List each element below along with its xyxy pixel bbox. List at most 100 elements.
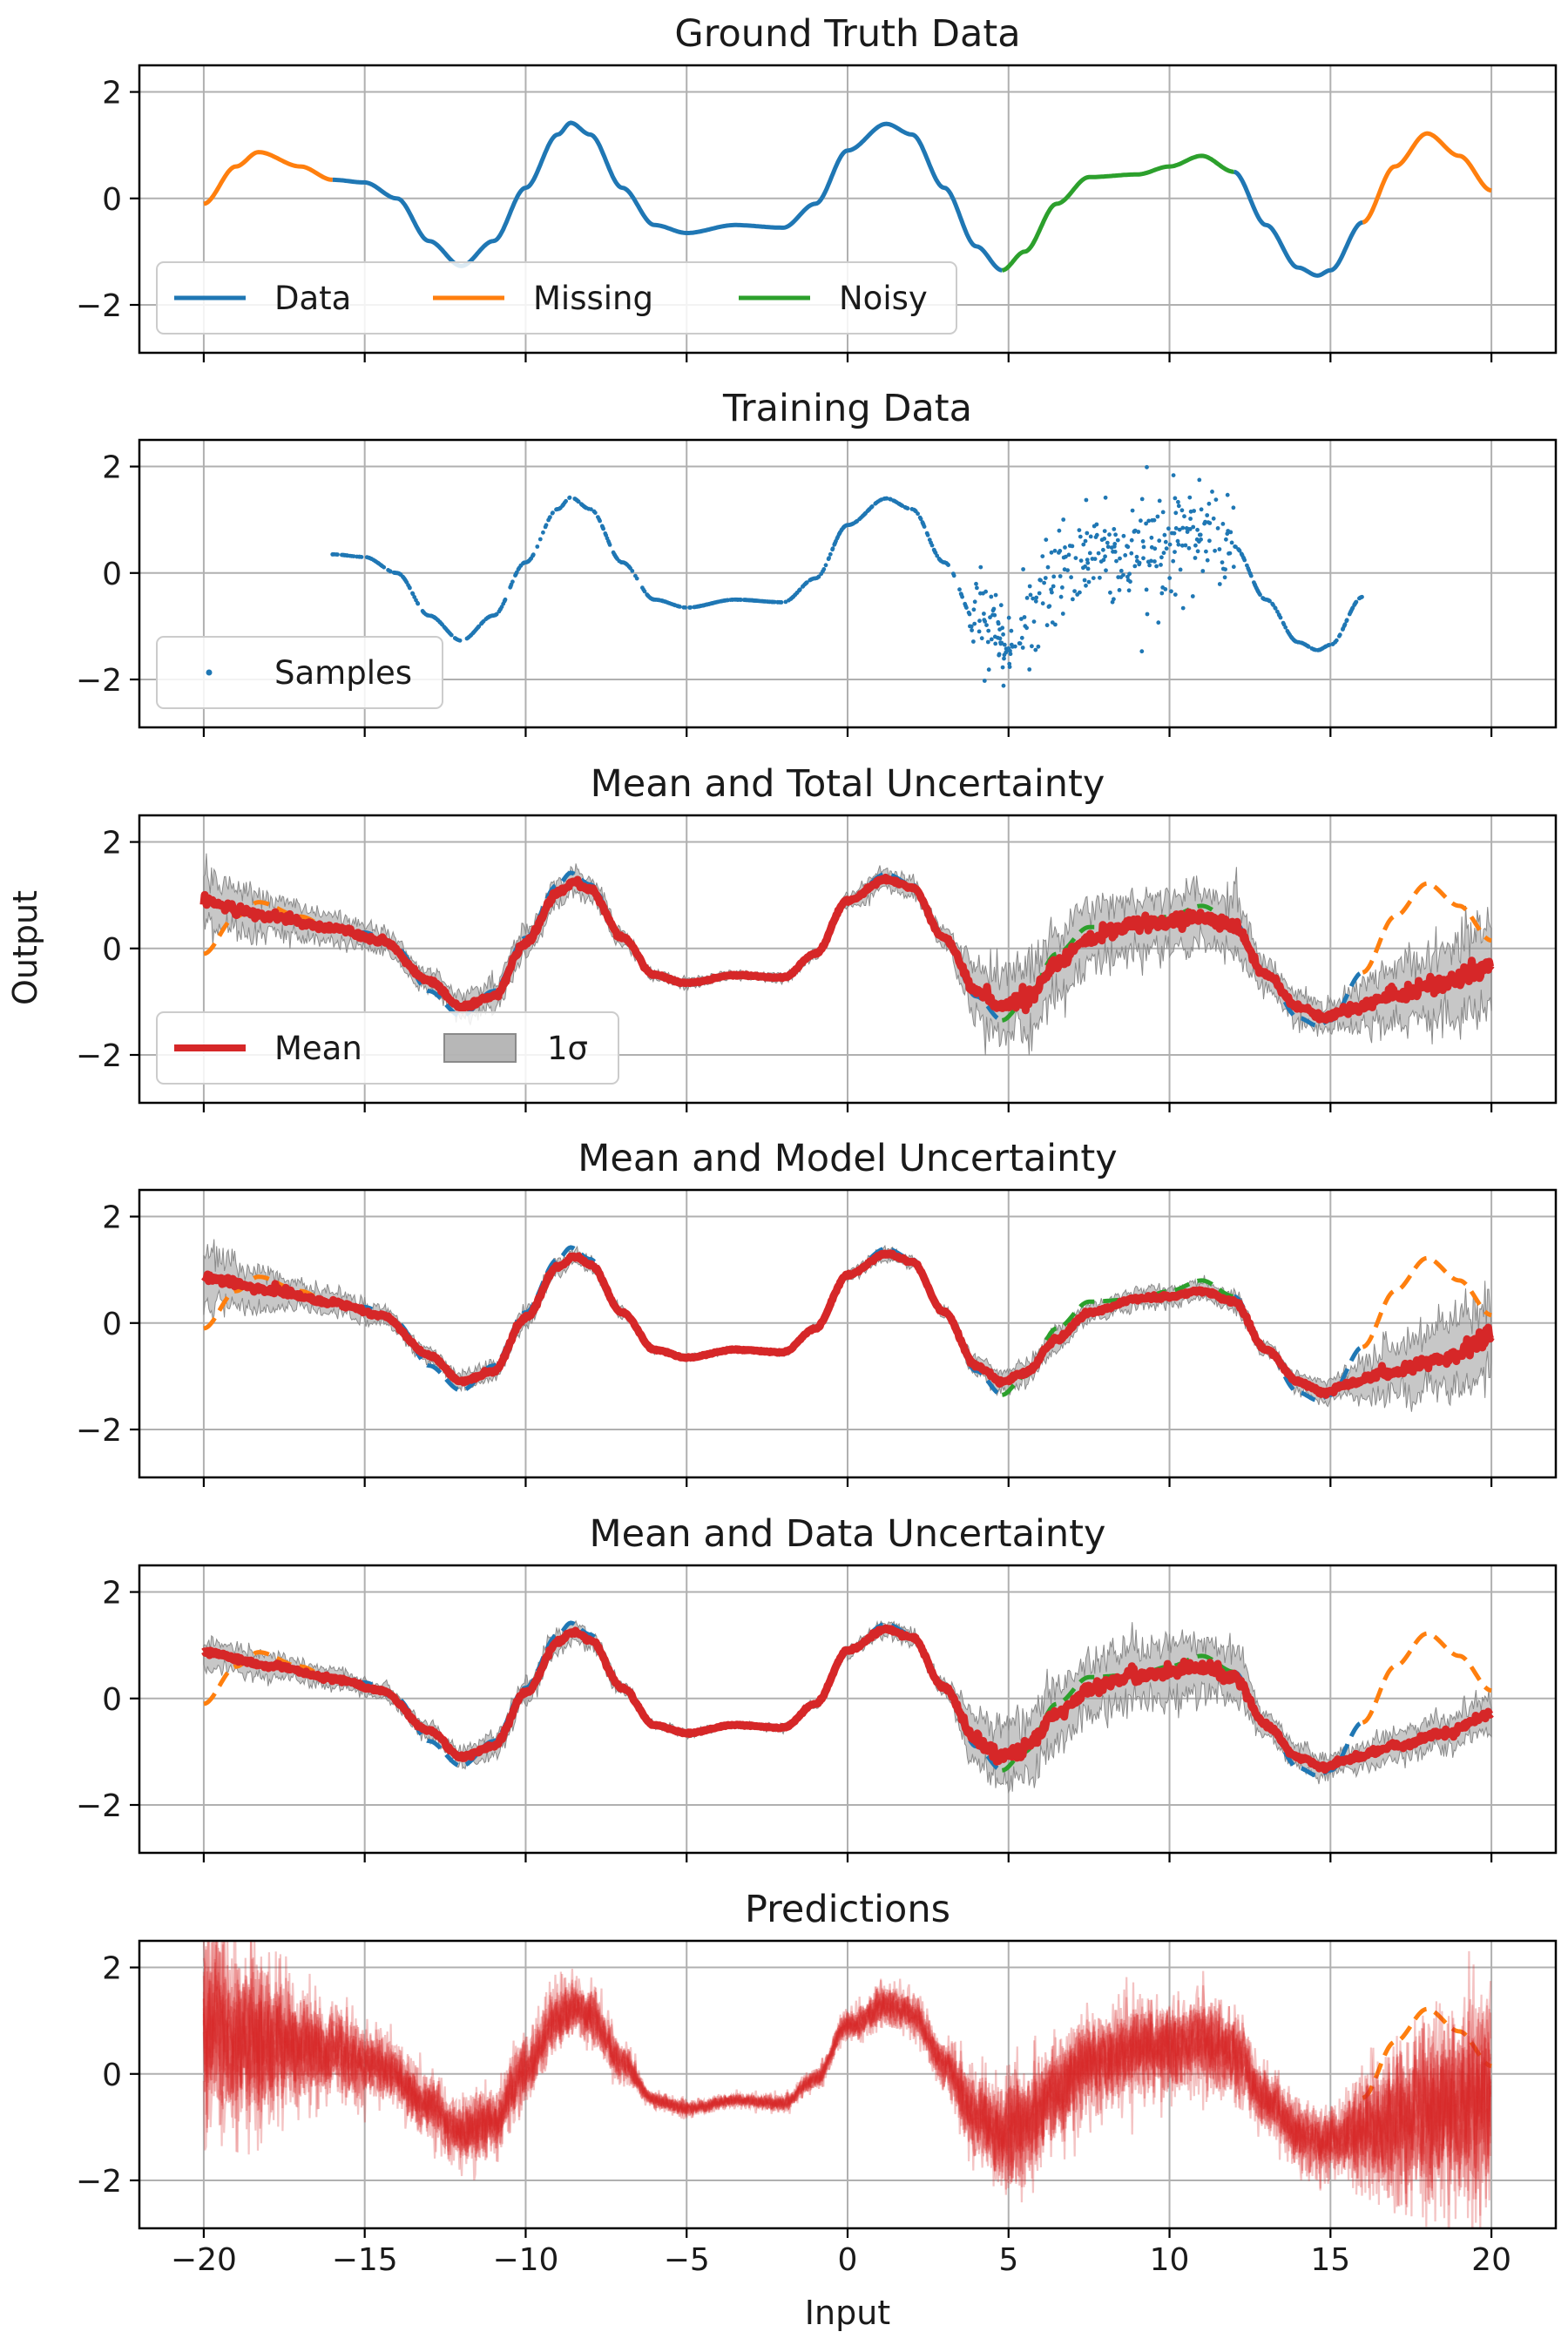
sample-point <box>503 597 508 602</box>
sample-point <box>1159 555 1164 560</box>
sample-point <box>1231 505 1236 510</box>
sample-point <box>1344 618 1349 623</box>
sample-point <box>1052 548 1058 553</box>
sample-point <box>1141 544 1146 550</box>
sample-point <box>1112 597 1116 602</box>
sample-point <box>1112 550 1118 554</box>
sample-point <box>957 587 962 592</box>
sample-point <box>1028 592 1033 598</box>
sample-point <box>977 629 982 634</box>
sample-point <box>1007 665 1012 669</box>
sample-point <box>359 555 364 559</box>
panel-3: −2 0 2 Mean and Total Uncertainty Mean 1σ <box>76 762 1558 1112</box>
sample-point <box>1162 532 1167 537</box>
sample-point <box>576 499 581 504</box>
sample-point <box>1145 612 1150 617</box>
sample-point <box>1146 518 1152 524</box>
sample-point <box>1223 567 1227 571</box>
sample-point <box>1038 578 1043 583</box>
sample-point <box>1101 547 1105 552</box>
sample-point <box>1070 544 1075 549</box>
sample-point <box>1139 518 1143 524</box>
sample-point <box>828 551 833 557</box>
y-tick-label: −2 <box>76 1038 122 1074</box>
sample-point <box>1342 622 1348 627</box>
sample-point <box>1104 568 1108 573</box>
sample-point <box>1072 589 1077 593</box>
sample-point <box>1030 644 1034 649</box>
sample-point <box>1081 542 1086 547</box>
sample-point <box>1085 566 1091 571</box>
sample-point <box>1044 537 1049 542</box>
panel-title: Training Data <box>722 387 972 430</box>
y-tick-label: 2 <box>102 76 122 112</box>
sample-point <box>1205 558 1210 563</box>
sample-point <box>816 574 821 579</box>
sample-point <box>1031 596 1036 601</box>
sample-point <box>1233 544 1238 550</box>
sample-point <box>1207 521 1213 525</box>
sample-point <box>541 530 545 535</box>
sample-point <box>1273 606 1278 611</box>
sample-point <box>416 601 421 606</box>
sample-point <box>688 605 693 610</box>
sample-point <box>830 546 835 551</box>
y-tick-label: 2 <box>102 1951 122 1987</box>
legend-swatch <box>206 669 213 676</box>
sample-point <box>1001 683 1006 688</box>
sample-point <box>678 605 682 609</box>
sample-point <box>1258 592 1262 598</box>
sample-point <box>997 652 1002 657</box>
y-tick-label: −2 <box>76 663 122 699</box>
sample-point <box>1220 560 1225 564</box>
sample-point <box>1071 597 1075 602</box>
sample-point <box>971 639 976 644</box>
sample-point <box>1199 507 1204 512</box>
y-tick-label: 0 <box>102 2058 122 2093</box>
sample-point <box>449 632 454 638</box>
sample-point <box>972 599 977 605</box>
sample-point <box>551 510 555 515</box>
sample-point <box>1078 534 1083 539</box>
sample-point <box>988 615 992 620</box>
sample-point <box>598 518 602 524</box>
sample-point <box>1066 552 1071 558</box>
sample-point <box>1215 526 1220 531</box>
sample-point <box>1167 542 1173 547</box>
sample-point <box>1176 542 1181 547</box>
sample-point <box>1157 498 1162 504</box>
prediction-trace <box>202 1941 1492 2196</box>
sample-point <box>335 552 340 557</box>
sample-point <box>1144 521 1148 526</box>
sample-point <box>1213 548 1217 553</box>
prediction-trace <box>202 1941 1492 2188</box>
sample-point <box>1044 623 1050 628</box>
sample-point <box>408 585 412 591</box>
plot-area <box>200 1619 1495 1794</box>
sample-point <box>1061 517 1066 522</box>
sample-point <box>1102 529 1107 533</box>
plot-area <box>203 120 1492 278</box>
sample-point <box>1105 540 1110 545</box>
sample-point <box>1139 649 1145 654</box>
y-tick-label: 0 <box>102 557 122 592</box>
plot-area <box>200 1239 1495 1412</box>
sample-point <box>1078 558 1084 563</box>
sample-point <box>1178 567 1183 572</box>
sample-point <box>1176 499 1180 504</box>
sample-point <box>797 587 802 592</box>
sample-point <box>1188 517 1193 521</box>
sample-point <box>1058 594 1064 599</box>
sample-point <box>1213 497 1219 502</box>
sample-point <box>1036 644 1041 649</box>
sample-point <box>983 619 988 624</box>
sample-point <box>1022 615 1027 619</box>
sample-point <box>996 621 1001 626</box>
sample-point <box>1159 563 1163 567</box>
sample-point <box>1083 538 1088 544</box>
sample-point <box>607 543 612 547</box>
sample-point <box>964 605 969 610</box>
sample-point <box>1040 554 1045 558</box>
sample-point <box>634 576 639 581</box>
sample-point <box>1205 513 1210 517</box>
